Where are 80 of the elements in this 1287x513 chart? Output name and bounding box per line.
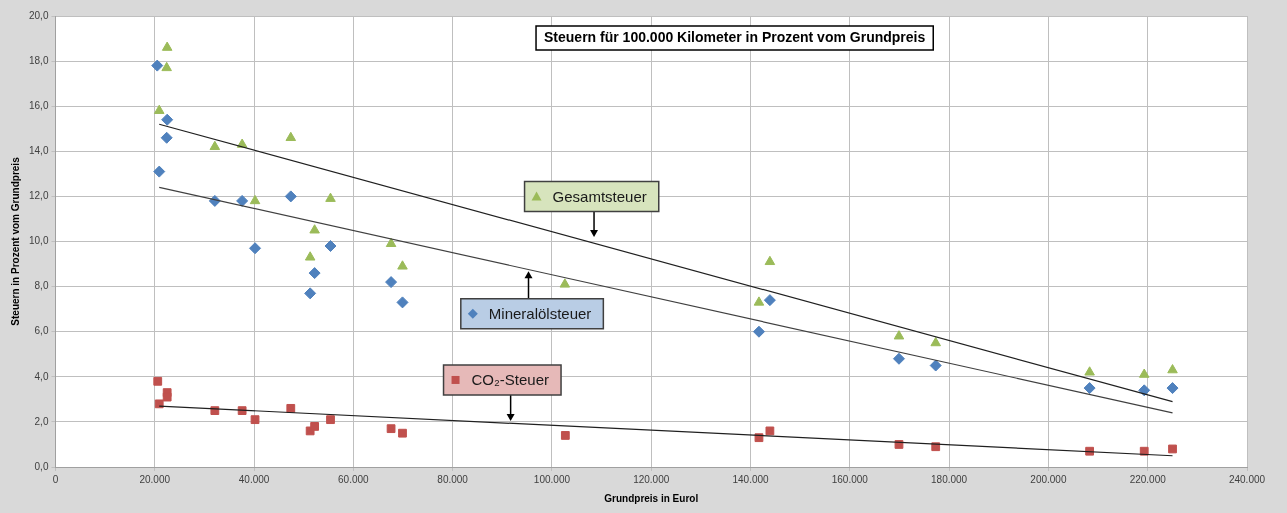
x-tick-label: 220.000 [1129, 473, 1167, 485]
point [1168, 444, 1177, 454]
point [161, 61, 172, 72]
y-tick-label: 14,0 [28, 145, 49, 157]
y-axis-title: Steuern in Prozent vom Grundpreis [9, 156, 21, 326]
y-tick-label: 20,0 [28, 9, 49, 21]
point [284, 190, 297, 203]
x-tick-label: 0 [52, 473, 59, 485]
point [308, 267, 321, 280]
point [153, 376, 163, 386]
legend-label: Mineralölsteuer [488, 304, 592, 322]
point [752, 325, 765, 338]
point [310, 422, 320, 431]
point [929, 359, 942, 372]
point [161, 41, 173, 51]
point [765, 426, 775, 436]
point [930, 336, 941, 347]
point [209, 140, 221, 151]
y-tick-label: 6,0 [34, 325, 49, 337]
point [151, 59, 164, 72]
point [304, 251, 316, 261]
x-tick-label: 160.000 [831, 473, 869, 485]
x-tick-label: 100.000 [533, 473, 571, 485]
point [893, 330, 905, 340]
point [250, 415, 260, 425]
y-tick-label: 16,0 [28, 99, 49, 111]
y-tick-label: 12,0 [28, 190, 49, 202]
y-tick-label: 10,0 [28, 235, 49, 247]
point [285, 131, 297, 142]
point [1166, 382, 1179, 395]
point [753, 296, 765, 306]
point [325, 192, 336, 202]
x-tick-label: 120.000 [633, 473, 670, 485]
y-tick-label: 18,0 [28, 54, 49, 66]
point [560, 431, 570, 440]
point [559, 278, 571, 288]
x-tick-label: 60.000 [338, 473, 370, 485]
y-tick-label: 2,0 [34, 415, 49, 427]
y-tick-label: 4,0 [34, 370, 49, 382]
point [236, 194, 249, 207]
point [1083, 382, 1096, 395]
x-tick-label: 40.000 [238, 473, 270, 485]
x-tick-label: 240.000 [1228, 473, 1266, 485]
point [764, 255, 776, 266]
x-tick-label: 80.000 [437, 473, 469, 485]
point [398, 428, 407, 438]
point [326, 415, 335, 425]
x-axis-title: Grundpreis in Eurol [604, 492, 699, 504]
point [154, 399, 164, 409]
point [1167, 364, 1178, 374]
y-tick-label: 8,0 [34, 280, 49, 292]
point [385, 237, 397, 248]
x-tick-label: 20.000 [139, 473, 171, 485]
legend-label: Gesamtsteuer [552, 187, 647, 205]
point [160, 131, 173, 144]
legend-label: CO₂-Steuer [471, 371, 550, 389]
point [161, 113, 174, 126]
point [249, 194, 261, 205]
point [249, 242, 262, 255]
point [324, 240, 337, 253]
x-tick-label: 180.000 [931, 473, 968, 485]
text: Steuern für 100.000 Kilometer in Prozent vom Grundpreis [544, 28, 926, 45]
point [1084, 366, 1095, 376]
x-tick-label: 200.000 [1030, 473, 1067, 485]
point [386, 424, 396, 434]
point [763, 294, 776, 307]
point [309, 224, 320, 234]
x-tick-label: 140.000 [732, 473, 770, 485]
point [304, 287, 317, 300]
point [1138, 384, 1151, 397]
point [153, 165, 166, 178]
point [385, 276, 398, 289]
point [892, 352, 905, 365]
point [396, 296, 409, 309]
point [162, 392, 172, 402]
y-tick-label: 0,0 [34, 460, 49, 472]
point [153, 104, 165, 114]
point [397, 260, 408, 270]
point [1138, 368, 1150, 378]
point [286, 403, 296, 413]
